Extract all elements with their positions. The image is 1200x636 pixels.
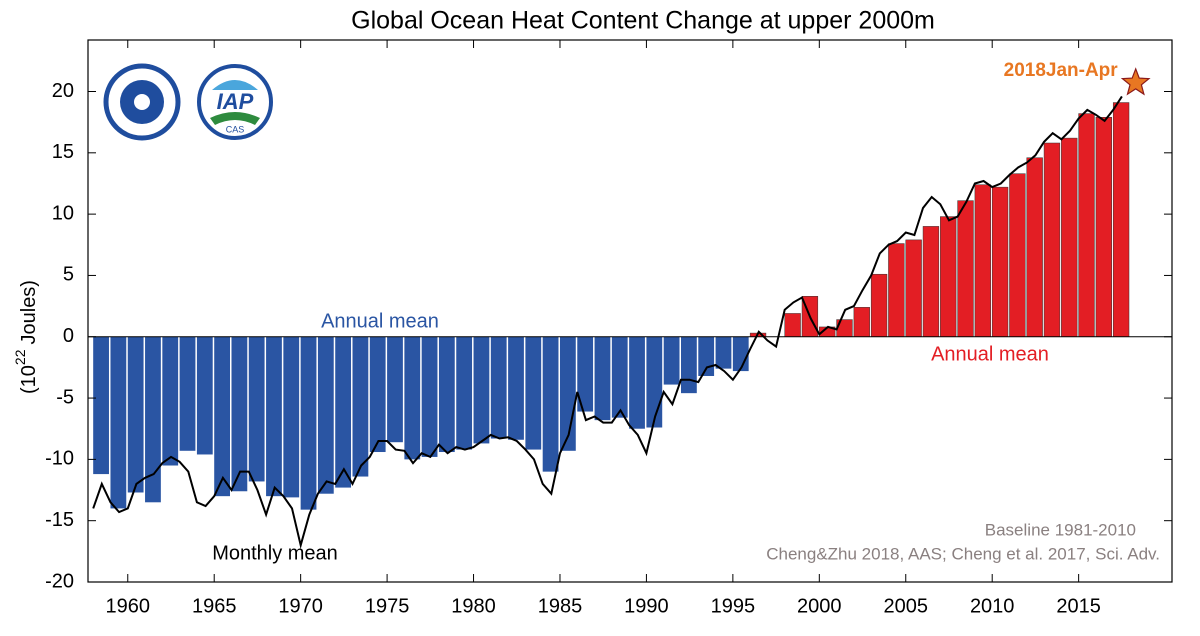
bar bbox=[93, 336, 109, 475]
logo-text: IAP bbox=[217, 89, 254, 114]
y-tick-label: 10 bbox=[52, 202, 74, 224]
y-tick-label: -10 bbox=[45, 448, 74, 470]
logo-flower bbox=[134, 94, 150, 110]
x-tick-label: 1980 bbox=[451, 595, 496, 617]
star-label: 2018Jan-Apr bbox=[1004, 60, 1119, 81]
chart-title: Global Ocean Heat Content Change at uppe… bbox=[351, 7, 935, 35]
bar bbox=[888, 243, 905, 338]
star-marker bbox=[1120, 67, 1151, 96]
bar bbox=[214, 336, 230, 497]
x-tick-label: 1975 bbox=[365, 595, 410, 617]
plot-area bbox=[88, 95, 1172, 550]
logo-text: CAS bbox=[226, 124, 245, 134]
logo-wave bbox=[210, 112, 260, 125]
y-label-unit: Joules) bbox=[18, 280, 40, 344]
bar bbox=[663, 336, 680, 385]
bar bbox=[957, 200, 974, 338]
bar bbox=[231, 336, 248, 492]
y-tick-label: -15 bbox=[45, 509, 74, 531]
bar bbox=[525, 336, 542, 450]
bar bbox=[335, 336, 352, 488]
bar bbox=[577, 336, 594, 412]
bar bbox=[421, 336, 438, 457]
bar bbox=[196, 336, 213, 455]
annotation: Cheng&Zhu 2018, AAS; Cheng et al. 2017, … bbox=[766, 544, 1160, 563]
bar bbox=[732, 336, 749, 372]
bar bbox=[853, 307, 870, 338]
bar bbox=[438, 336, 455, 453]
bar bbox=[594, 336, 611, 421]
bar bbox=[870, 273, 888, 338]
bar bbox=[404, 336, 421, 460]
x-tick-label: 1960 bbox=[106, 595, 151, 617]
bar bbox=[1112, 102, 1130, 338]
bar bbox=[1026, 157, 1043, 338]
x-tick-label: 2010 bbox=[970, 595, 1015, 617]
bar bbox=[248, 336, 265, 482]
x-tick-label: 1985 bbox=[538, 595, 583, 617]
bar bbox=[629, 336, 645, 429]
y-axis-label: (1022 Joules) bbox=[12, 280, 41, 394]
x-tick-label: 1970 bbox=[278, 595, 323, 617]
x-tick-label: 2015 bbox=[1056, 595, 1101, 617]
bar bbox=[1043, 142, 1061, 338]
bar bbox=[179, 336, 196, 451]
y-label-exp: 22 bbox=[12, 349, 28, 365]
bar bbox=[1009, 173, 1026, 338]
bar bbox=[991, 186, 1009, 338]
bar bbox=[352, 336, 369, 477]
y-tick-label: 0 bbox=[63, 325, 74, 347]
bar bbox=[542, 336, 559, 472]
bar bbox=[715, 336, 732, 369]
y-tick-label: 20 bbox=[52, 80, 74, 102]
bar bbox=[974, 184, 991, 338]
y-tick-label: 5 bbox=[63, 264, 74, 286]
y-tick-label: -5 bbox=[56, 386, 74, 408]
x-tick-label: 1965 bbox=[192, 595, 237, 617]
bar bbox=[1095, 117, 1112, 338]
y-tick-label: -20 bbox=[45, 570, 74, 592]
logo-cas bbox=[103, 63, 181, 141]
monthly-line bbox=[92, 95, 1123, 550]
bar bbox=[784, 313, 801, 338]
bar bbox=[646, 336, 663, 428]
logo-iap: IAP CAS bbox=[197, 64, 273, 140]
x-tick-label: 1995 bbox=[711, 595, 756, 617]
bar bbox=[145, 336, 161, 503]
annotation: Baseline 1981-2010 bbox=[985, 520, 1136, 539]
y-label-base: (10 bbox=[18, 365, 40, 394]
bar bbox=[300, 336, 317, 510]
axes-frame bbox=[87, 39, 1173, 583]
bar bbox=[490, 336, 507, 439]
annotation: Monthly mean bbox=[212, 542, 338, 564]
bar bbox=[611, 336, 628, 418]
x-tick-label: 2005 bbox=[884, 595, 929, 617]
logo-sky bbox=[212, 80, 258, 90]
bar bbox=[266, 336, 282, 497]
bar bbox=[127, 336, 144, 493]
bar bbox=[283, 336, 300, 498]
bar bbox=[940, 216, 957, 338]
bar bbox=[681, 336, 697, 394]
bar bbox=[922, 226, 940, 338]
bar bbox=[369, 336, 386, 453]
annotation: Annual mean bbox=[321, 310, 439, 332]
bar bbox=[162, 336, 179, 466]
bar bbox=[905, 239, 922, 338]
x-tick-label: 1990 bbox=[624, 595, 669, 617]
bar bbox=[110, 336, 127, 509]
bar bbox=[1078, 113, 1095, 338]
bar bbox=[317, 336, 334, 494]
bar bbox=[456, 336, 473, 450]
bar bbox=[508, 336, 524, 440]
x-tick-label: 2000 bbox=[797, 595, 842, 617]
bar bbox=[387, 336, 403, 443]
bar bbox=[473, 336, 490, 444]
bar bbox=[1061, 137, 1078, 338]
annotation: Annual mean bbox=[931, 343, 1049, 365]
y-tick-label: 15 bbox=[52, 141, 74, 163]
